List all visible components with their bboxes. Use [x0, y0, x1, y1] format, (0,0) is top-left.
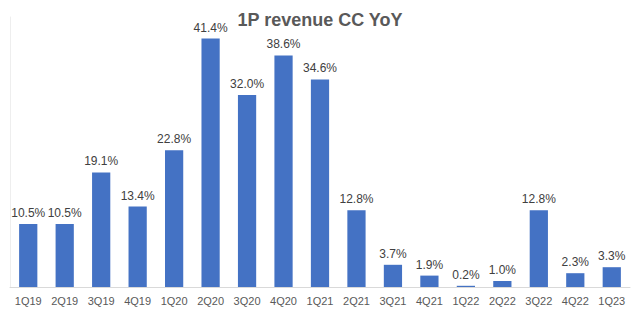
svg-text:2.3%: 2.3%	[562, 255, 590, 269]
svg-text:12.8%: 12.8%	[339, 192, 373, 206]
svg-text:10.5%: 10.5%	[48, 206, 82, 220]
svg-text:10.5%: 10.5%	[11, 206, 45, 220]
svg-text:2Q21: 2Q21	[343, 295, 370, 307]
svg-text:22.8%: 22.8%	[157, 132, 191, 146]
svg-text:1Q22: 1Q22	[452, 295, 479, 307]
svg-text:3Q20: 3Q20	[234, 295, 261, 307]
svg-text:1.0%: 1.0%	[489, 263, 517, 277]
svg-text:1Q23: 1Q23	[598, 295, 625, 307]
svg-text:4Q19: 4Q19	[124, 295, 151, 307]
svg-text:41.4%: 41.4%	[194, 21, 228, 35]
svg-text:1Q19: 1Q19	[15, 295, 42, 307]
svg-text:1Q20: 1Q20	[161, 295, 188, 307]
svg-text:0.2%: 0.2%	[452, 268, 480, 282]
svg-text:4Q20: 4Q20	[270, 295, 297, 307]
svg-text:12.8%: 12.8%	[522, 192, 556, 206]
svg-text:4Q22: 4Q22	[562, 295, 589, 307]
svg-text:1Q21: 1Q21	[307, 295, 334, 307]
svg-text:3Q22: 3Q22	[525, 295, 552, 307]
svg-text:1P revenue CC YoY: 1P revenue CC YoY	[237, 10, 402, 30]
svg-text:3Q19: 3Q19	[88, 295, 115, 307]
svg-text:4Q21: 4Q21	[416, 295, 443, 307]
svg-text:3.7%: 3.7%	[379, 247, 407, 261]
svg-text:34.6%: 34.6%	[303, 61, 337, 75]
svg-text:3Q21: 3Q21	[379, 295, 406, 307]
svg-text:19.1%: 19.1%	[84, 154, 118, 168]
svg-text:2Q22: 2Q22	[489, 295, 516, 307]
svg-text:2Q19: 2Q19	[51, 295, 78, 307]
svg-text:2Q20: 2Q20	[197, 295, 224, 307]
svg-text:38.6%: 38.6%	[267, 37, 301, 51]
svg-text:13.4%: 13.4%	[121, 189, 155, 203]
svg-text:32.0%: 32.0%	[230, 77, 264, 91]
svg-text:1.9%: 1.9%	[416, 258, 444, 272]
svg-text:3.3%: 3.3%	[598, 249, 626, 263]
